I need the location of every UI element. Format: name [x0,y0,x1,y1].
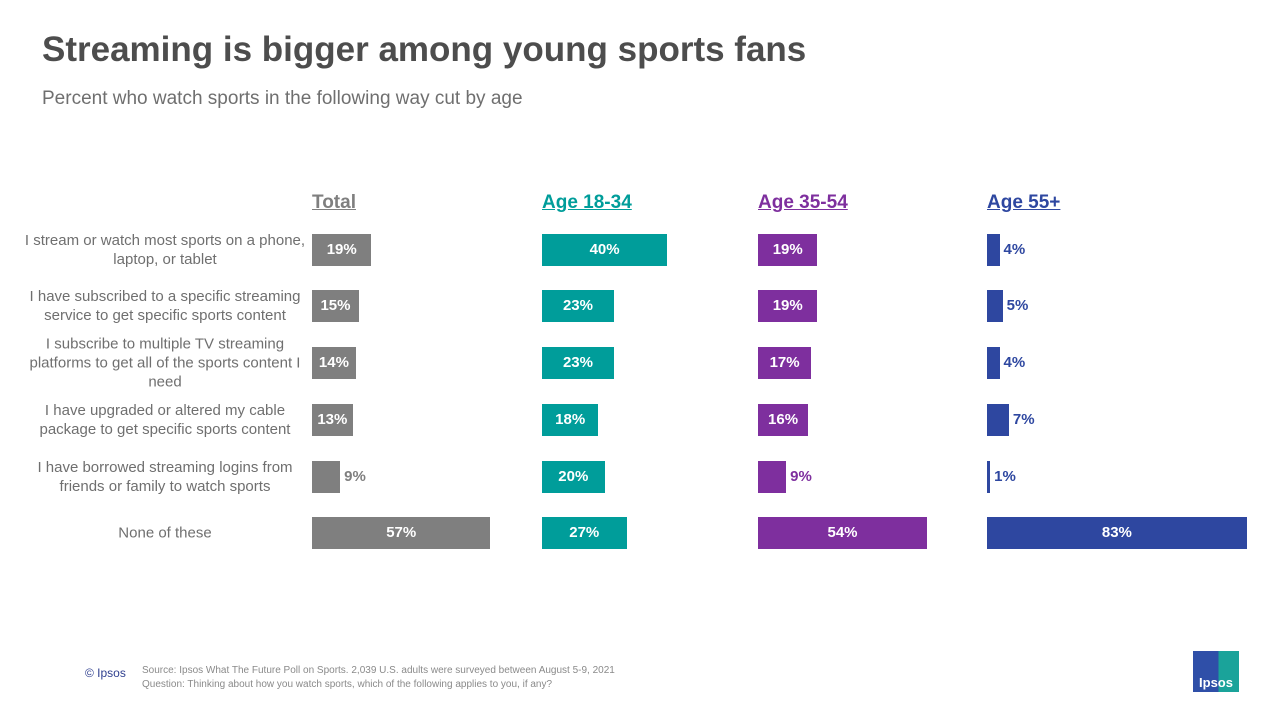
logo-text: Ipsos [1199,675,1233,690]
subtitle: Percent who watch sports in the followin… [42,88,523,109]
bar [758,234,818,266]
row-label: I have subscribed to a specific streamin… [29,288,301,324]
bar [312,347,356,379]
data-label: 4% [1003,241,1026,258]
data-label: 19% [326,241,357,258]
data-label: 1% [994,468,1016,485]
bar [758,404,809,436]
bar [312,517,491,549]
bar [758,517,928,549]
data-label: 9% [790,468,812,485]
bar [987,290,1003,322]
data-label: 40% [589,241,620,258]
data-label: 27% [569,524,600,541]
data-label: 19% [772,297,803,314]
series-header: Total [312,192,356,213]
data-label: 17% [769,354,800,371]
data-label: 4% [1003,354,1026,371]
bar [542,461,605,493]
bar [758,461,787,493]
bar [542,404,599,436]
data-label: 23% [562,297,593,314]
bar [542,234,668,266]
data-label: 83% [1101,524,1132,541]
data-label: 9% [344,468,366,485]
series-header: Age 35-54 [758,192,848,213]
bar [987,347,1000,379]
data-label: 20% [558,468,589,485]
data-label: 18% [555,411,586,428]
bar [758,290,818,322]
bar [542,347,614,379]
series-header: Age 18-34 [542,192,632,213]
data-label: 5% [1006,297,1029,314]
data-label: 57% [386,524,417,541]
bar [758,347,812,379]
page-title: Streaming is bigger among young sports f… [42,30,807,69]
data-label: 54% [827,524,858,541]
data-label: 7% [1012,411,1035,428]
source-text: Source: Ipsos What The Future Poll on Sp… [142,665,615,676]
row-label: I subscribe to multiple TV streaming pla… [29,335,301,391]
question-text: Question: Thinking about how you watch s… [142,679,553,690]
row-label: I stream or watch most sports on a phone… [24,232,306,268]
row-label: I have borrowed streaming logins from fr… [37,459,293,495]
source-note: Source: Ipsos What The Future Poll on Sp… [142,664,615,692]
bar [987,461,991,493]
bar [987,404,1009,436]
data-label: 15% [320,297,351,314]
data-label: 19% [772,241,803,258]
row-label: I have upgraded or altered my cable pack… [39,402,291,438]
ipsos-logo: Ipsos [1193,651,1239,692]
bar [542,290,614,322]
bar [987,234,1000,266]
data-label: 13% [317,411,348,428]
data-label: 16% [768,411,799,428]
bar [312,234,372,266]
data-label: 23% [562,354,593,371]
bar [312,404,353,436]
series-header: Age 55+ [987,192,1061,213]
data-label: 14% [318,354,349,371]
row-label: None of these [118,524,212,542]
bar [987,517,1247,549]
copyright: © Ipsos [85,666,126,680]
bar [542,517,627,549]
bar [312,290,359,322]
bar [312,461,341,493]
